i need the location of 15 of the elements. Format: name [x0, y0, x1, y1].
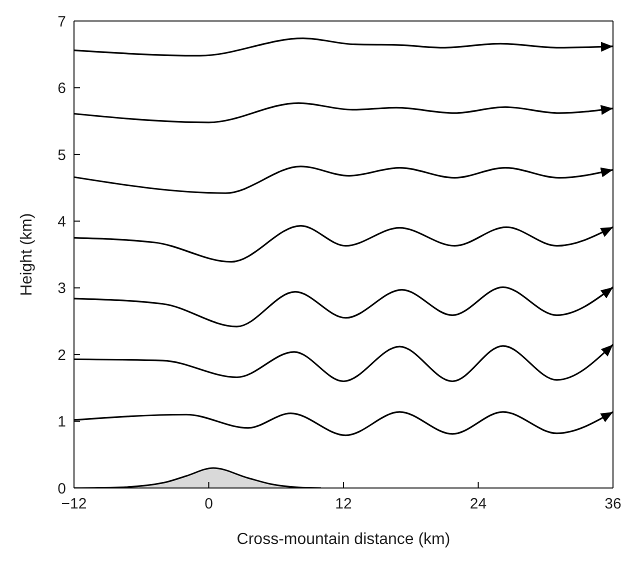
- y-tick-label: 6: [58, 80, 66, 98]
- y-tick-label: 0: [58, 480, 66, 498]
- y-tick-label: 3: [58, 280, 66, 298]
- y-axis-title: Height (km): [18, 213, 36, 296]
- y-tick-label: 2: [58, 346, 66, 364]
- y-tick-label: 7: [58, 13, 66, 30]
- x-tick-label: 0: [204, 496, 213, 513]
- x-tick-label: 24: [470, 496, 487, 513]
- x-tick-label: 12: [335, 496, 352, 513]
- x-axis-title: Cross-mountain distance (km): [236, 531, 450, 548]
- y-tick-label: 5: [58, 146, 66, 164]
- y-tick-label: 4: [58, 213, 66, 230]
- x-tick-label: −12: [61, 496, 87, 513]
- y-tick-label: 1: [58, 414, 66, 431]
- x-tick-label: 36: [604, 496, 622, 513]
